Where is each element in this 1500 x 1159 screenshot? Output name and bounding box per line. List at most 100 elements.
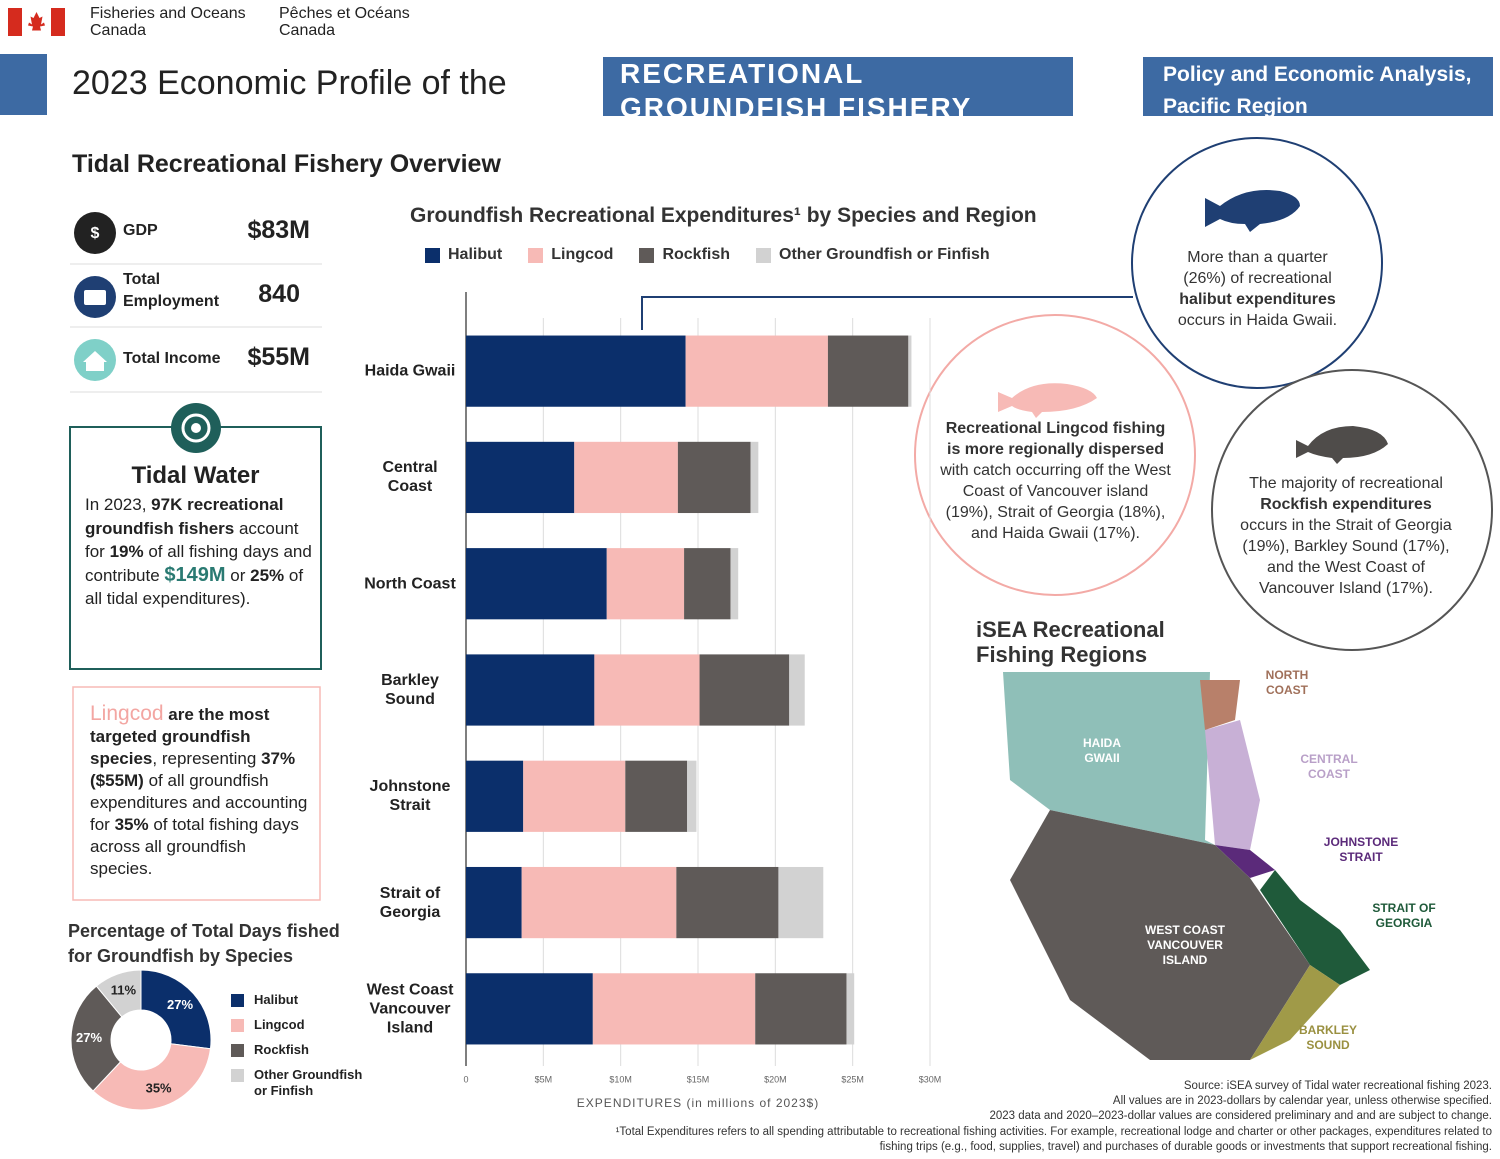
stat-value: 840 [258,280,300,308]
stat-value: $55M [247,343,310,371]
branch: Policy and Economic Analysis, Pacific Re… [1163,63,1472,118]
x-tick-label: $20M [764,1074,787,1084]
text: occurs in Haida Gwaii. [1177,312,1338,329]
bar-segment [846,973,855,1045]
legend-label: Halibut [254,992,299,1007]
map-region-label: CENTRAL COAST [1300,752,1358,781]
map-johnstone-strait [1215,845,1275,878]
map-region-label: BARKLEY SOUND [1298,1023,1357,1052]
halibut-icon [1205,190,1300,232]
bar-segment [676,866,779,939]
page-title: 2023 Economic Profile of the [72,64,507,102]
map-region-label: WEST COAST VANCOUVER ISLAND [1145,923,1225,967]
category-label: Johnstone Strait [369,778,451,815]
bar-segment [685,335,828,407]
stat-label: Total Income [123,350,221,367]
category-label: Haida Gwaii [364,362,456,380]
legend-swatch [231,1019,244,1032]
text: occurs in the Strait of Georgia (19%), B… [1240,517,1452,597]
header-block [0,54,47,115]
bar-segment [730,548,739,620]
text: 19% [109,542,144,561]
icon-glyph [191,423,201,433]
category-label: Barkley Sound [381,672,439,708]
overview-heading: Tidal Recreational Fishery Overview [72,150,501,178]
legend-swatch [425,247,440,263]
category-label: North Coast [364,575,456,593]
halibut-circle [1131,137,1383,389]
text: 37% ($55M) [90,749,296,790]
bar-segment [466,760,524,832]
org-fr: Pêches et Océans Canada [279,5,410,39]
map-west-coast [1010,810,1310,1060]
pie-slice [140,969,212,1050]
map-region-label: NORTH COAST [1265,668,1309,697]
rockfish-circle [1211,369,1493,651]
stat-label: GDP [123,222,158,239]
legend-label: Rockfish [254,1042,309,1057]
bar-segment [677,441,751,514]
legend-label: Other Groundfish or Finfish [254,1067,363,1098]
x-tick-label: $30M [919,1074,942,1084]
legend-item: Halibut [425,246,502,264]
title-highlight: RECREATIONAL GROUNDFISH FISHERY [620,58,973,116]
tidal-text: In 2023, 97K recreational groundfish fis… [85,493,313,611]
pie-label: 11% [111,983,137,998]
org-en: Fisheries and Oceans Canada [90,5,246,39]
pie-slice [95,969,142,1018]
bar-segment [521,866,677,939]
icon-glyph [84,290,106,305]
legend-swatch [231,1069,244,1082]
bar-segment [466,654,595,726]
text: In 2023, [85,495,152,514]
text: $149M [164,563,226,586]
category-label: West Coast Vancouver Island [366,981,454,1037]
bar-segment [687,760,697,832]
text: are the most targeted groundfish species [90,705,270,768]
rockfish-icon [1296,426,1388,464]
bar-segment [625,760,688,832]
map-region-label: STRAIT OF GEORGIA [1372,901,1436,930]
bar-segment [523,760,626,832]
lingcod-circle [914,314,1196,596]
bar-segment [466,866,522,939]
text: Lingcod [90,702,164,725]
bar-segment [466,973,593,1045]
icon-glyph: $ [91,225,100,242]
x-tick-label: $5M [535,1074,553,1084]
pie-slice [92,1043,212,1111]
map-region-label: JOHNSTONE STRAIT [1323,835,1399,864]
text: 97K recreational groundfish fishers [85,495,284,538]
legend-item: Lingcod [528,246,613,264]
pie-title: Percentage of Total Days fished for Grou… [68,921,340,966]
map-region-label: HAIDA GWAII [1083,736,1121,765]
bar-segment [684,548,731,620]
callout-line [641,296,1133,330]
note: All values are in 2023-dollars by calend… [1112,1095,1492,1107]
bar-segment [789,654,805,726]
legend-swatch [231,1044,244,1057]
title-box [603,57,1073,116]
bar-segment [466,335,686,407]
halibut-callout: More than a quarter (26%) of recreationa… [1170,247,1345,331]
category-label: Strait of Georgia [379,884,441,921]
x-tick-label: $25M [841,1074,864,1084]
legend-label: Halibut [448,246,503,263]
text: halibut expenditures [1179,291,1336,308]
legend-item: Rockfish [639,246,730,264]
bar-segment [908,335,912,407]
x-axis-label: EXPENDITURES (in millions of 2023$) [576,1096,820,1110]
text: with catch occurring off the West Coast … [940,462,1171,542]
pie-label: 27% [76,1030,102,1045]
text: of all groundfish expenditures and accou… [90,771,308,834]
text: or [225,565,251,585]
x-tick-label: $15M [687,1074,710,1084]
text: Rockfish expenditures [1260,496,1432,513]
legend-label: Rockfish [662,246,731,263]
legend-label: Lingcod [254,1017,305,1032]
map-strait-of-georgia [1260,870,1370,985]
legend-swatch [528,247,544,263]
legend-swatch [231,994,244,1007]
bar-segment [778,866,824,939]
